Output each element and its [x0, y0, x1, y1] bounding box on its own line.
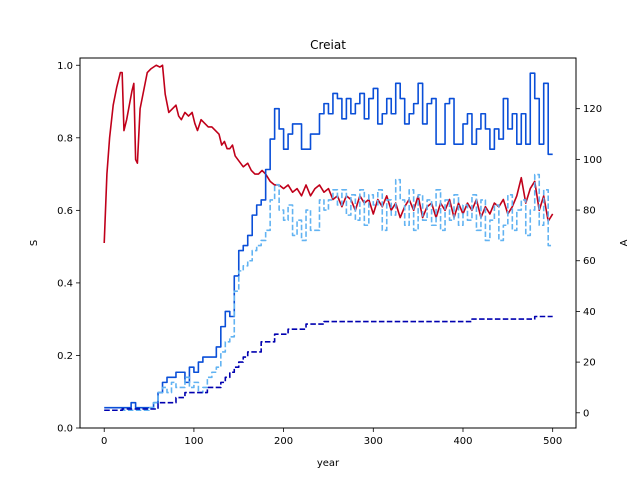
right-y-tick-label: 20 [583, 358, 596, 369]
right-y-tick-label: 80 [583, 206, 596, 217]
plot-area [80, 58, 576, 428]
series-line-0 [103, 64, 554, 244]
right-y-tick-label: 60 [583, 256, 596, 267]
left-y-axis-label: S [29, 240, 40, 246]
left-y-tick-label: 0.2 [57, 351, 73, 362]
left-y-tick-label: 0.8 [57, 133, 73, 144]
x-tick-label: 500 [543, 436, 562, 447]
series-line-2 [104, 173, 553, 412]
left-y-tick-label: 0.6 [57, 206, 73, 217]
right-y-tick-label: 100 [583, 155, 602, 166]
left-y-tick-label: 0.0 [57, 424, 73, 435]
x-tick-label: 0 [101, 436, 107, 447]
plot-frame [80, 58, 576, 428]
x-tick-label: 400 [453, 436, 472, 447]
left-y-tick-label: 0.4 [57, 278, 73, 289]
axes-border [79, 57, 577, 429]
x-tick-label: 200 [274, 436, 293, 447]
x-axis: 0 100 200 300 400 500 [101, 428, 562, 447]
left-y-tick-label: 1.0 [57, 61, 73, 72]
x-tick-label: 300 [364, 436, 383, 447]
chart-title: Creiat [310, 38, 346, 52]
series-line-3 [104, 315, 553, 412]
series-layer [103, 64, 554, 412]
right-y-axis: 0 20 40 60 80 100 120 [576, 104, 602, 419]
left-y-axis: 0.0 0.2 0.4 0.6 0.8 1.0 [57, 61, 80, 435]
x-tick-label: 100 [184, 436, 203, 447]
right-y-tick-label: 40 [583, 307, 596, 318]
right-y-axis-label: A [619, 239, 630, 246]
x-axis-label: year [317, 458, 340, 469]
right-y-tick-label: 0 [583, 408, 589, 419]
right-y-tick-label: 120 [583, 104, 602, 115]
series-line-1 [104, 72, 553, 409]
